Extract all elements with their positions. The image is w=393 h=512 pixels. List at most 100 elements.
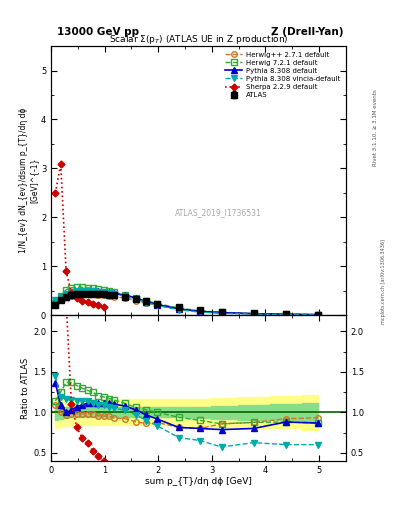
Pythia 8.308 vincia-default	[251, 311, 256, 317]
Pythia 8.308 default	[107, 289, 111, 295]
Herwig++ 2.7.1 default	[112, 293, 117, 300]
Herwig++ 2.7.1 default	[96, 292, 101, 298]
Sherpa 2.2.9 default	[59, 160, 63, 166]
Herwig++ 2.7.1 default	[144, 300, 149, 306]
Text: ATLAS_2019_I1736531: ATLAS_2019_I1736531	[175, 208, 262, 218]
Pythia 8.308 default	[155, 302, 160, 308]
Pythia 8.308 default	[251, 311, 256, 317]
Sherpa 2.2.9 default	[80, 297, 84, 304]
X-axis label: sum p_{T}/dη dϕ [GeV]: sum p_{T}/dη dϕ [GeV]	[145, 477, 252, 486]
Sherpa 2.2.9 default	[90, 301, 95, 307]
Text: Z (Drell-Yan): Z (Drell-Yan)	[272, 27, 344, 37]
Herwig++ 2.7.1 default	[69, 293, 74, 299]
Sherpa 2.2.9 default	[74, 295, 79, 301]
Herwig 7.2.1 default	[101, 287, 106, 293]
Herwig 7.2.1 default	[316, 312, 320, 318]
Pythia 8.308 vincia-default	[85, 288, 90, 294]
Legend: Herwig++ 2.7.1 default, Herwig 7.2.1 default, Pythia 8.308 default, Pythia 8.308: Herwig++ 2.7.1 default, Herwig 7.2.1 def…	[223, 50, 342, 100]
Pythia 8.308 default	[144, 298, 149, 305]
Pythia 8.308 default	[198, 308, 202, 314]
Pythia 8.308 vincia-default	[59, 293, 63, 300]
Pythia 8.308 default	[64, 293, 68, 300]
Pythia 8.308 vincia-default	[69, 289, 74, 295]
Pythia 8.308 default	[101, 289, 106, 295]
Herwig++ 2.7.1 default	[123, 295, 127, 301]
Sherpa 2.2.9 default	[64, 268, 68, 274]
Line: Sherpa 2.2.9 default: Sherpa 2.2.9 default	[53, 161, 106, 309]
Herwig 7.2.1 default	[251, 310, 256, 316]
Pythia 8.308 default	[112, 290, 117, 296]
Line: Pythia 8.308 default: Pythia 8.308 default	[53, 289, 321, 317]
Herwig 7.2.1 default	[144, 297, 149, 304]
Herwig 7.2.1 default	[64, 287, 68, 293]
Herwig 7.2.1 default	[107, 288, 111, 294]
Pythia 8.308 vincia-default	[283, 311, 288, 317]
Title: Scalar $\Sigma$(p$_T$) (ATLAS UE in Z production): Scalar $\Sigma$(p$_T$) (ATLAS UE in Z pr…	[108, 33, 288, 46]
Herwig++ 2.7.1 default	[155, 302, 160, 308]
Herwig 7.2.1 default	[69, 285, 74, 291]
Pythia 8.308 vincia-default	[219, 310, 224, 316]
Herwig++ 2.7.1 default	[85, 291, 90, 297]
Pythia 8.308 default	[80, 289, 84, 295]
Pythia 8.308 vincia-default	[74, 288, 79, 294]
Pythia 8.308 default	[133, 295, 138, 301]
Pythia 8.308 vincia-default	[112, 291, 117, 297]
Line: Herwig 7.2.1 default: Herwig 7.2.1 default	[53, 285, 321, 317]
Sherpa 2.2.9 default	[96, 303, 101, 309]
Pythia 8.308 default	[316, 312, 320, 318]
Pythia 8.308 vincia-default	[80, 288, 84, 294]
Herwig++ 2.7.1 default	[283, 311, 288, 317]
Herwig++ 2.7.1 default	[251, 310, 256, 316]
Herwig 7.2.1 default	[96, 286, 101, 292]
Pythia 8.308 vincia-default	[316, 312, 320, 318]
Pythia 8.308 default	[90, 288, 95, 294]
Pythia 8.308 default	[123, 292, 127, 298]
Pythia 8.308 vincia-default	[155, 303, 160, 309]
Herwig++ 2.7.1 default	[316, 311, 320, 317]
Herwig 7.2.1 default	[198, 308, 202, 314]
Herwig 7.2.1 default	[74, 284, 79, 290]
Text: Rivet 3.1.10, ≥ 3.1M events: Rivet 3.1.10, ≥ 3.1M events	[373, 90, 378, 166]
Pythia 8.308 vincia-default	[198, 309, 202, 315]
Herwig++ 2.7.1 default	[53, 301, 58, 307]
Sherpa 2.2.9 default	[101, 304, 106, 310]
Pythia 8.308 vincia-default	[144, 300, 149, 306]
Y-axis label: Ratio to ATLAS: Ratio to ATLAS	[21, 357, 30, 419]
Pythia 8.308 default	[69, 292, 74, 298]
Pythia 8.308 default	[85, 288, 90, 294]
Herwig 7.2.1 default	[85, 285, 90, 291]
Herwig++ 2.7.1 default	[198, 308, 202, 314]
Herwig 7.2.1 default	[59, 293, 63, 299]
Herwig 7.2.1 default	[219, 309, 224, 315]
Pythia 8.308 vincia-default	[107, 290, 111, 296]
Herwig 7.2.1 default	[53, 300, 58, 306]
Pythia 8.308 vincia-default	[90, 288, 95, 294]
Herwig++ 2.7.1 default	[176, 306, 181, 312]
Sherpa 2.2.9 default	[53, 190, 58, 196]
Herwig++ 2.7.1 default	[80, 291, 84, 297]
Herwig++ 2.7.1 default	[133, 297, 138, 304]
Herwig++ 2.7.1 default	[64, 294, 68, 300]
Pythia 8.308 default	[59, 295, 63, 301]
Herwig++ 2.7.1 default	[101, 292, 106, 298]
Herwig 7.2.1 default	[283, 311, 288, 317]
Text: mcplots.cern.ch [arXiv:1306.3436]: mcplots.cern.ch [arXiv:1306.3436]	[381, 239, 386, 324]
Pythia 8.308 default	[53, 297, 58, 304]
Pythia 8.308 vincia-default	[133, 296, 138, 302]
Pythia 8.308 default	[176, 306, 181, 312]
Herwig++ 2.7.1 default	[107, 293, 111, 299]
Pythia 8.308 default	[283, 311, 288, 317]
Herwig++ 2.7.1 default	[90, 291, 95, 297]
Sherpa 2.2.9 default	[85, 299, 90, 305]
Herwig 7.2.1 default	[155, 301, 160, 307]
Line: Herwig++ 2.7.1 default: Herwig++ 2.7.1 default	[53, 291, 321, 317]
Pythia 8.308 vincia-default	[101, 289, 106, 295]
Herwig 7.2.1 default	[133, 294, 138, 301]
Pythia 8.308 default	[219, 310, 224, 316]
Herwig 7.2.1 default	[90, 285, 95, 291]
Pythia 8.308 vincia-default	[123, 293, 127, 300]
Herwig++ 2.7.1 default	[74, 292, 79, 298]
Pythia 8.308 vincia-default	[64, 291, 68, 297]
Herwig 7.2.1 default	[176, 305, 181, 311]
Herwig++ 2.7.1 default	[59, 296, 63, 303]
